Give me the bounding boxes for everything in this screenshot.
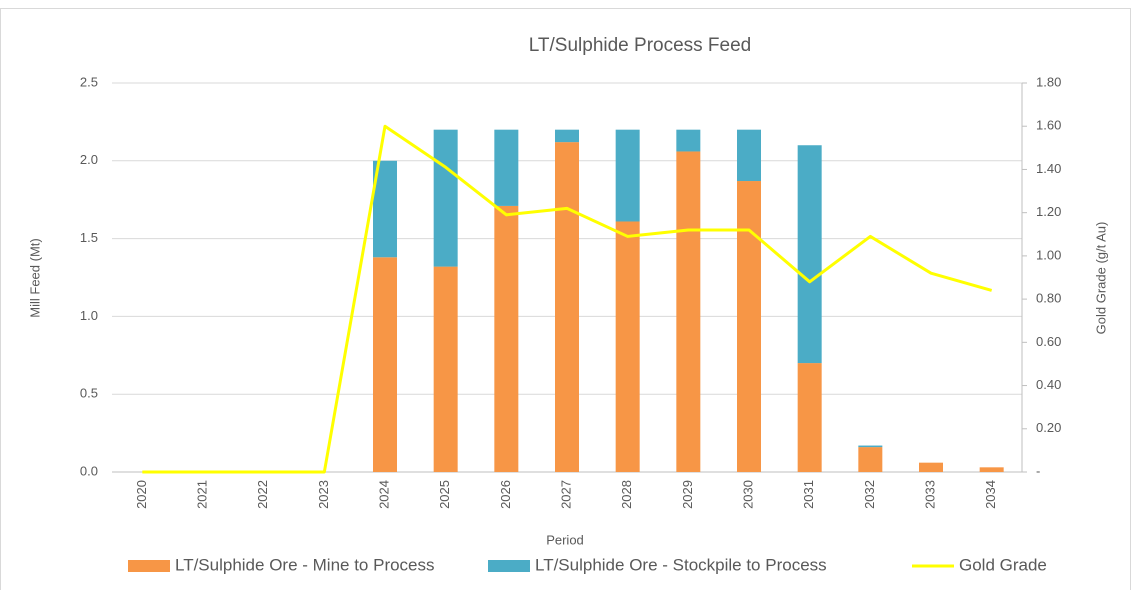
bar (373, 257, 397, 472)
legend-label: LT/Sulphide Ore - Stockpile to Process (535, 555, 827, 574)
bar (615, 129, 640, 222)
bar (797, 145, 822, 364)
x-tick-label: 2034 (983, 480, 998, 509)
y-tick-label: 1.0 (80, 308, 98, 323)
x-tick-label: 2032 (862, 480, 877, 509)
x-tick-label: 2027 (558, 480, 573, 509)
bar (615, 221, 640, 472)
bar (797, 363, 822, 472)
chart-title: LT/Sulphide Process Feed (529, 35, 752, 56)
legend-swatch (128, 560, 170, 572)
bar (433, 129, 458, 267)
x-tick-label: 2029 (680, 480, 695, 509)
bar (676, 129, 701, 152)
y2-tick-label: - (1036, 463, 1040, 478)
x-tick-label: 2022 (255, 480, 270, 509)
x-tick-label: 2033 (922, 480, 937, 509)
y-tick-label: 2.0 (80, 152, 98, 167)
bar (494, 129, 519, 206)
bar (555, 129, 579, 143)
bar (979, 467, 1004, 472)
y-tick-label: 0.5 (80, 386, 98, 401)
x-tick-label: 2031 (801, 480, 816, 509)
bar (919, 462, 943, 472)
bar (555, 142, 579, 473)
x-tick-label: 2020 (134, 480, 149, 509)
x-axis-label: Period (546, 532, 584, 547)
legend-label: LT/Sulphide Ore - Mine to Process (175, 555, 435, 574)
bar (494, 205, 519, 472)
bar (676, 151, 701, 473)
y-tick-label: 2.5 (80, 74, 98, 89)
y2-tick-label: 0.80 (1036, 291, 1061, 306)
x-tick-label: 2028 (619, 480, 634, 509)
bar (737, 181, 761, 472)
line (142, 124, 993, 474)
x-tick-label: 2024 (376, 480, 391, 509)
y2-tick-label: 1.80 (1036, 74, 1061, 89)
legend-label: Gold Grade (959, 555, 1047, 574)
bar (433, 266, 458, 472)
y-tick-label: 0.0 (80, 463, 98, 478)
x-tick-label: 2023 (316, 480, 331, 509)
y-axis-label: Mill Feed (Mt) (27, 238, 42, 317)
x-tick-label: 2021 (194, 480, 209, 509)
y-tick-label: 1.5 (80, 230, 98, 245)
x-tick-label: 2026 (498, 480, 513, 509)
y2-tick-label: 0.60 (1036, 334, 1061, 349)
y2-axis-label: Gold Grade (g/t Au) (1093, 222, 1108, 335)
y2-tick-label: 1.40 (1036, 161, 1061, 176)
bar (858, 445, 883, 448)
legend-swatch (488, 560, 530, 572)
y2-tick-label: 1.20 (1036, 204, 1061, 219)
y2-tick-label: 1.00 (1036, 247, 1061, 262)
y2-tick-label: 0.40 (1036, 377, 1061, 392)
x-tick-label: 2030 (740, 480, 755, 509)
bar (737, 129, 761, 182)
y2-tick-label: 0.20 (1036, 420, 1061, 435)
y2-tick-label: 1.60 (1036, 118, 1061, 133)
x-tick-label: 2025 (437, 480, 452, 509)
bar (858, 447, 883, 472)
